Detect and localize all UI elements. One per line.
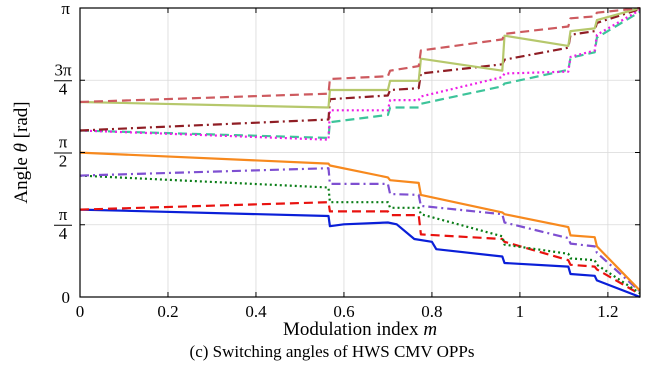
- y-tick-label-denominator: 2: [59, 152, 68, 171]
- series-line-7: [79, 9, 641, 141]
- y-tick-label-numerator: π: [59, 205, 68, 224]
- y-tick-label-numerator: 3π: [54, 60, 72, 79]
- y-tick-label-numerator: π: [59, 133, 68, 152]
- x-tick-label: 1: [516, 302, 525, 321]
- figure-caption: (c) Switching angles of HWS CMV OPPs: [190, 342, 475, 361]
- series-line-1: [79, 208, 641, 299]
- x-tick-label: 0.2: [157, 302, 178, 321]
- series-line-3: [79, 174, 641, 295]
- series-line-4: [79, 167, 641, 293]
- x-axis-label: Modulation index m: [283, 319, 437, 340]
- y-tick-label: 0: [62, 288, 71, 307]
- series-line-6: [79, 10, 641, 139]
- series-line-10: [79, 7, 641, 104]
- y-tick-label: π: [61, 0, 70, 18]
- x-tick-label: 0.8: [421, 302, 442, 321]
- y-axis-label: Angle θ [rad]: [11, 101, 32, 203]
- x-tick-label: 0.4: [245, 302, 267, 321]
- series-line-5: [79, 151, 641, 292]
- x-tick-label: 0.6: [333, 302, 354, 321]
- axis-ticks: [79, 7, 640, 298]
- series-line-9: [79, 7, 641, 109]
- series-line-2: [79, 201, 641, 296]
- y-tick-label-denominator: 4: [59, 224, 68, 243]
- x-tick-label: 1.2: [597, 302, 618, 321]
- y-tick-label-denominator: 4: [59, 79, 68, 98]
- grid-lines: [79, 7, 640, 298]
- x-tick-label: 0: [76, 302, 85, 321]
- series-layer: [79, 7, 641, 299]
